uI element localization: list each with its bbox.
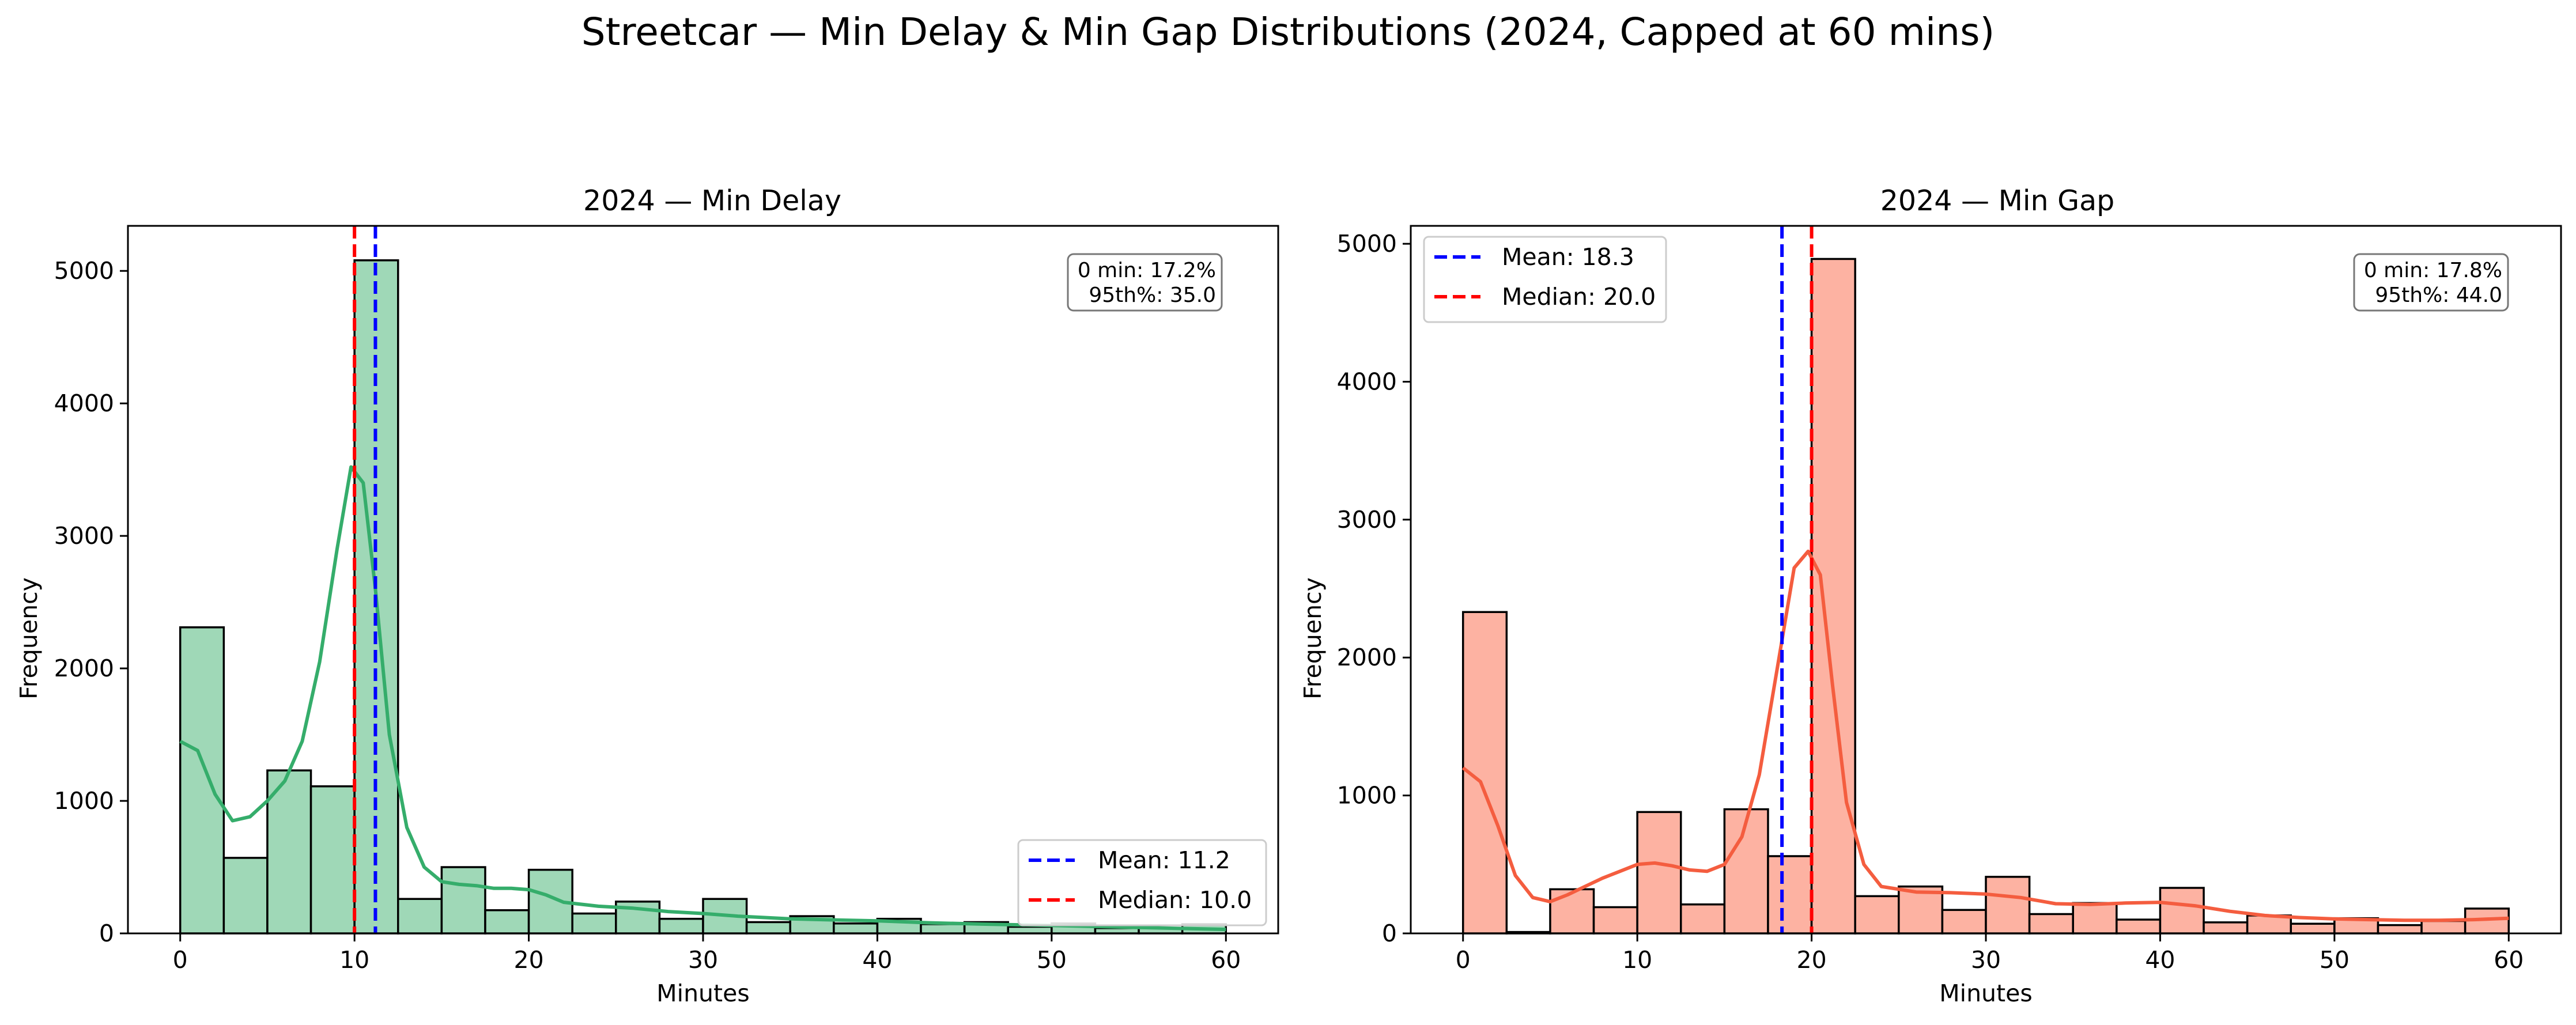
min-gap-stat-p95: 95th%: 44.0 (2375, 283, 2502, 307)
min-gap-panel-title: 2024 — Min Gap (1880, 184, 2114, 217)
min-delay-bar (484, 909, 530, 935)
min-delay-x-ticks: 0 10 20 30 40 50 60 (173, 933, 1241, 974)
min-delay-kde-curve (179, 465, 1226, 932)
min-delay-bar (745, 921, 791, 935)
min-delay-legend-mean-label: Mean: 11.2 (1098, 846, 1230, 874)
min-delay-bar (309, 785, 356, 935)
min-gap-bar (1723, 808, 1769, 935)
min-gap-bar (1636, 811, 1682, 935)
min-delay-stat-p95: 95th%: 35.0 (1089, 283, 1216, 307)
min-gap-kde-curve (1461, 549, 2509, 922)
min-gap-bars (1461, 258, 2510, 935)
min-delay-bar (266, 769, 312, 935)
min-delay-bar (440, 866, 486, 935)
min-gap-y-axis-label: Frequency (1299, 577, 1327, 699)
min-gap-x-tick-label: 40 (2145, 946, 2175, 974)
min-delay-kde-line (179, 465, 1226, 932)
min-gap-bar (1985, 876, 2031, 935)
min-gap-x-tick-label: 50 (2320, 946, 2350, 974)
min-gap-bar (1767, 855, 1813, 935)
min-gap-x-tick-label: 60 (2494, 946, 2524, 974)
min-delay-y-ticks: 0 1000 2000 3000 4000 5000 (54, 257, 128, 947)
min-delay-panel: 2024 — Min Delay 0 10 20 30 40 50 60 0 1000 2000… (15, 184, 1279, 1007)
min-delay-x-tick-label: 60 (1211, 946, 1241, 974)
min-gap-bar (1680, 903, 1726, 935)
min-delay-bar (179, 626, 225, 935)
min-gap-stat-zero: 0 min: 17.8% (2364, 259, 2502, 282)
min-gap-y-tick-label: 0 (1382, 920, 1397, 947)
min-delay-panel-title: 2024 — Min Delay (583, 184, 841, 217)
min-delay-x-tick-label: 40 (862, 946, 892, 974)
min-gap-y-tick-label: 5000 (1337, 230, 1397, 258)
min-gap-y-tick-label: 1000 (1337, 782, 1397, 810)
min-delay-x-tick-label: 30 (688, 946, 718, 974)
min-gap-y-tick-label: 2000 (1337, 644, 1397, 671)
figure-title: Streetcar — Min Delay & Min Gap Distribu… (581, 10, 1995, 54)
min-gap-bar (2072, 902, 2118, 935)
min-gap-x-tick-label: 20 (1796, 946, 1826, 974)
min-gap-bar (2159, 887, 2205, 935)
min-gap-legend-mean-label: Mean: 18.3 (1502, 243, 1634, 271)
min-gap-bar (1854, 895, 1900, 935)
min-gap-legend: Mean: 18.3 Median: 20.0 (1423, 236, 1667, 323)
min-delay-legend: Mean: 11.2 Median: 10.0 (1017, 839, 1267, 926)
min-delay-y-tick-label: 0 (99, 920, 114, 947)
min-gap-x-axis-label: Minutes (1939, 979, 2032, 1007)
min-delay-x-tick-label: 10 (339, 946, 369, 974)
min-delay-bar (571, 912, 617, 935)
min-gap-bar (2203, 921, 2249, 935)
min-gap-bar (1592, 906, 1638, 935)
min-delay-y-tick-label: 1000 (54, 787, 114, 815)
min-delay-bar (222, 857, 269, 935)
min-gap-x-tick-label: 30 (1971, 946, 2001, 974)
min-gap-y-tick-label: 4000 (1337, 368, 1397, 395)
min-gap-bar (2290, 922, 2336, 935)
min-delay-bars (179, 259, 1227, 935)
min-gap-bar (2420, 920, 2467, 935)
min-gap-bar (2377, 924, 2423, 935)
min-gap-x-tick-label: 10 (1622, 946, 1652, 974)
min-gap-x-tick-label: 0 (1456, 946, 1471, 974)
min-delay-x-axis-label: Minutes (656, 979, 749, 1007)
min-delay-x-tick-label: 20 (513, 946, 543, 974)
min-delay-stats-box: 0 min: 17.2% 95th%: 35.0 (1067, 253, 1223, 312)
min-delay-x-tick-label: 50 (1037, 946, 1067, 974)
min-delay-reference-lines (353, 226, 377, 933)
min-delay-x-tick-label: 0 (173, 946, 188, 974)
min-gap-x-ticks: 0 10 20 30 40 50 60 (1456, 933, 2524, 974)
min-gap-bar (1549, 888, 1595, 935)
min-delay-bar (397, 898, 443, 935)
min-gap-reference-lines (1780, 226, 1814, 933)
min-delay-y-tick-label: 5000 (54, 257, 114, 285)
min-gap-y-ticks: 0 1000 2000 3000 4000 5000 (1337, 230, 1411, 947)
min-gap-legend-median-label: Median: 20.0 (1502, 283, 1656, 311)
min-delay-bar (833, 922, 879, 935)
min-gap-kde-line (1461, 549, 2509, 922)
min-delay-bar (1007, 925, 1053, 935)
min-delay-bar (658, 917, 704, 935)
min-delay-y-tick-label: 4000 (54, 389, 114, 417)
min-gap-plot-border (1410, 225, 2562, 935)
min-gap-bar (1941, 909, 1987, 935)
min-gap-bar (2116, 918, 2162, 935)
min-gap-axes-frame (1410, 225, 2562, 935)
min-gap-panel: 2024 — Min Gap 0 10 20 30 40 50 60 0 1000 2000 30… (1299, 184, 2562, 1007)
min-gap-y-tick-label: 3000 (1337, 506, 1397, 534)
min-delay-y-tick-label: 2000 (54, 655, 114, 682)
min-delay-bar (920, 923, 966, 935)
min-gap-stats-box: 0 min: 17.8% 95th%: 44.0 (2353, 253, 2509, 312)
min-delay-y-tick-label: 3000 (54, 522, 114, 550)
min-gap-bar (2028, 913, 2074, 935)
min-delay-legend-median-label: Median: 10.0 (1098, 886, 1252, 914)
min-delay-y-axis-label: Frequency (15, 577, 43, 699)
min-gap-bar (1810, 258, 1856, 935)
min-delay-stat-zero: 0 min: 17.2% (1078, 259, 1216, 282)
